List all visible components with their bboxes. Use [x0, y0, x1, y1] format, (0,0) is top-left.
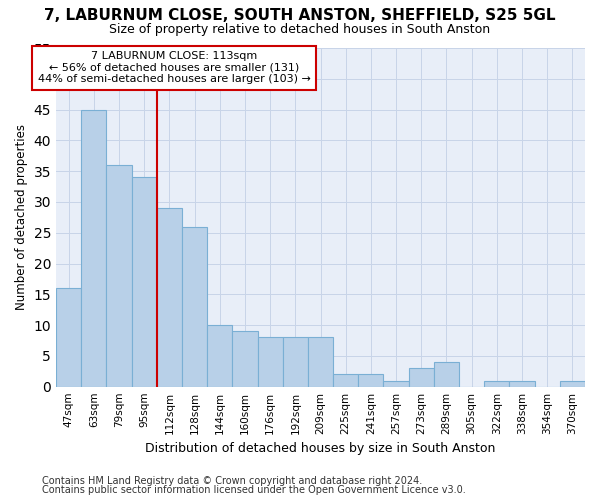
Bar: [484, 380, 509, 386]
Bar: [383, 380, 409, 386]
Bar: [358, 374, 383, 386]
Text: Size of property relative to detached houses in South Anston: Size of property relative to detached ho…: [109, 22, 491, 36]
X-axis label: Distribution of detached houses by size in South Anston: Distribution of detached houses by size …: [145, 442, 496, 455]
Bar: [232, 332, 257, 386]
Text: Contains HM Land Registry data © Crown copyright and database right 2024.: Contains HM Land Registry data © Crown c…: [42, 476, 422, 486]
Bar: [56, 288, 81, 386]
Text: Contains public sector information licensed under the Open Government Licence v3: Contains public sector information licen…: [42, 485, 466, 495]
Bar: [157, 208, 182, 386]
Bar: [509, 380, 535, 386]
Bar: [207, 325, 232, 386]
Bar: [182, 226, 207, 386]
Bar: [560, 380, 585, 386]
Bar: [257, 338, 283, 386]
Bar: [333, 374, 358, 386]
Bar: [131, 178, 157, 386]
Text: 7 LABURNUM CLOSE: 113sqm
← 56% of detached houses are smaller (131)
44% of semi-: 7 LABURNUM CLOSE: 113sqm ← 56% of detach…: [38, 51, 311, 84]
Bar: [106, 165, 131, 386]
Bar: [434, 362, 459, 386]
Text: 7, LABURNUM CLOSE, SOUTH ANSTON, SHEFFIELD, S25 5GL: 7, LABURNUM CLOSE, SOUTH ANSTON, SHEFFIE…: [44, 8, 556, 22]
Bar: [283, 338, 308, 386]
Bar: [409, 368, 434, 386]
Y-axis label: Number of detached properties: Number of detached properties: [15, 124, 28, 310]
Bar: [81, 110, 106, 386]
Bar: [308, 338, 333, 386]
